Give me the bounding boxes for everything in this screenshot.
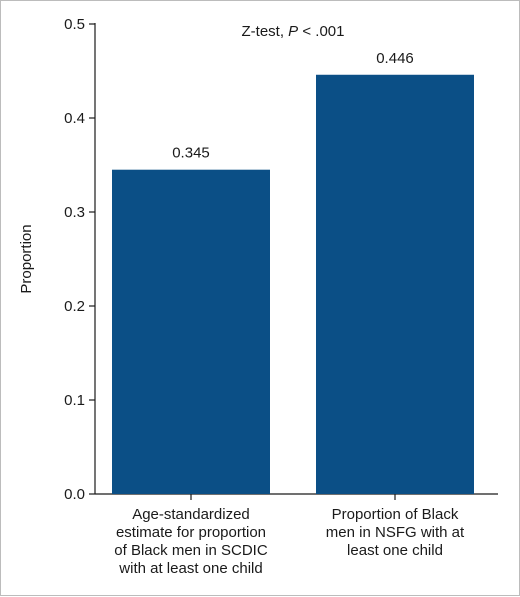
y-tick-label: 0.2: [64, 298, 85, 315]
category-label-line: of Black men in SCDIC: [114, 542, 268, 559]
y-tick-label: 0.3: [64, 204, 85, 221]
bar: [112, 169, 270, 494]
category-label: Proportion of Black men in NSFG with at le…: [326, 506, 465, 559]
annotation-suffix: < .001: [298, 23, 344, 40]
y-tick-label: 0.0: [64, 486, 85, 503]
y-tick-label: 0.4: [64, 110, 85, 127]
category-label: Age-standardized estimate for proportion o…: [114, 506, 268, 577]
category-label-line: with at least one child: [118, 560, 262, 577]
y-tick-label: 0.1: [64, 392, 85, 409]
annotation-prefix: Z-test,: [242, 23, 289, 40]
category-label-line: estimate for proportion: [116, 524, 266, 541]
annotation-p-symbol: P: [288, 23, 298, 40]
y-axis-title: Proportion: [18, 224, 35, 293]
category-label-line: least one child: [347, 542, 443, 559]
bar-value-label: 0.345: [172, 145, 210, 162]
category-label-line: Age-standardized: [132, 506, 250, 523]
bars: [112, 74, 474, 494]
category-label-line: men in NSFG with at: [326, 524, 465, 541]
y-tick-label: 0.5: [64, 16, 85, 33]
labels: 0.345 Age-standardized estimate for propor…: [114, 23, 465, 577]
bar-value-label: 0.446: [376, 50, 414, 67]
category-label-line: Proportion of Black: [332, 506, 459, 523]
bar: [316, 74, 474, 494]
significance-annotation: Z-test, P < .001: [242, 23, 345, 40]
